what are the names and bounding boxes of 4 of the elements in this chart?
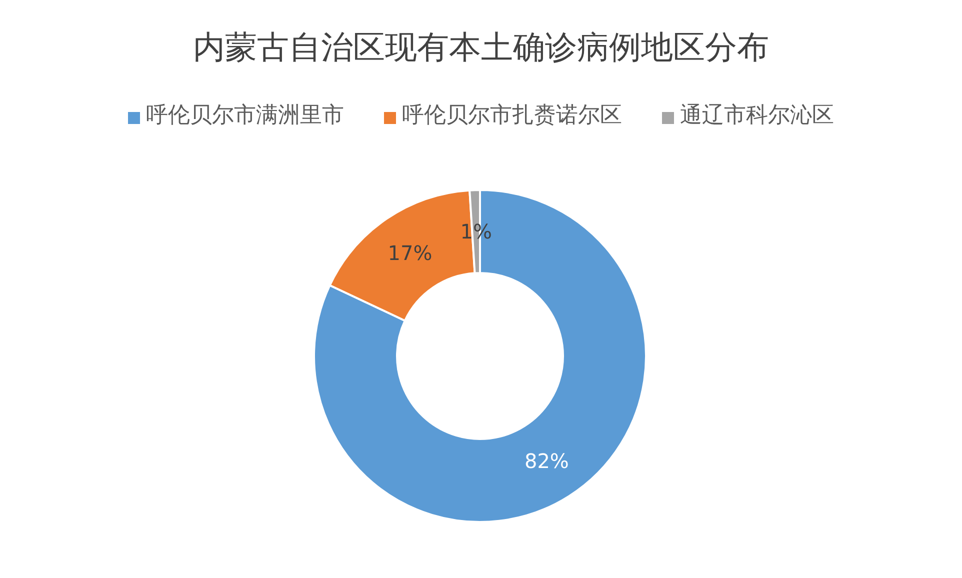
legend-label: 呼伦贝尔市扎赉诺尔区 [402,103,622,128]
legend-label: 呼伦贝尔市满洲里市 [146,103,344,128]
title: 内蒙古自治区现有本土确诊病例地区分布 [193,28,769,66]
legend-label: 通辽市科尔沁区 [680,103,834,128]
